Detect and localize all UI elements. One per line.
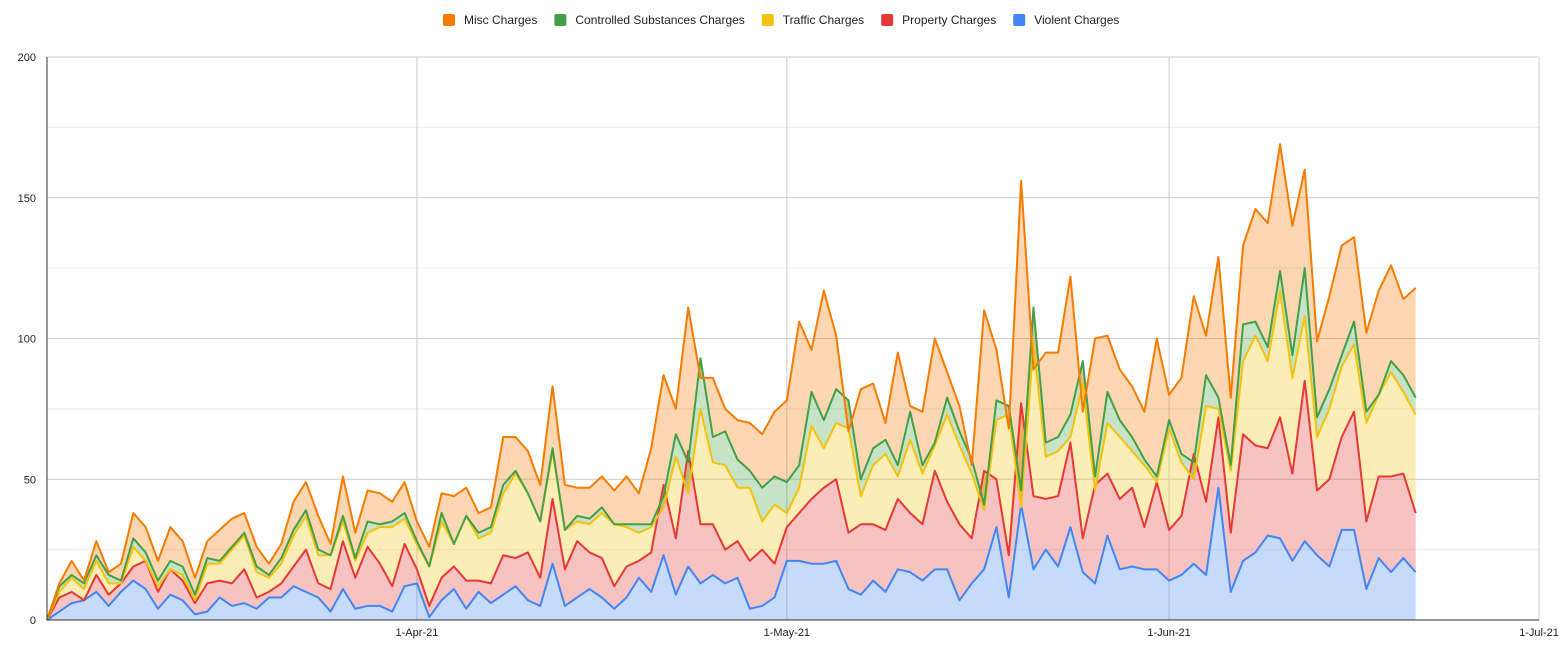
- violent-charges-line: [46, 486, 1417, 621]
- legend-label: Property Charges: [902, 13, 996, 27]
- y-tick-label: 50: [24, 474, 36, 486]
- axes: 1-Apr-21 1-May-21 1-Jun-21 1-Jul-21 0 50 100 15…: [18, 52, 1559, 639]
- y-tick-label: 150: [18, 193, 36, 205]
- property-charges-area: [47, 380, 1416, 620]
- traffic-charges-area: [47, 290, 1416, 620]
- legend-item[interactable]: Traffic Charges: [761, 13, 864, 27]
- legend-item[interactable]: Misc Charges: [443, 13, 537, 27]
- series-areas: [46, 143, 1417, 621]
- legend-swatch: [1013, 14, 1026, 26]
- x-tick-label: 1-Jun-21: [1147, 627, 1190, 639]
- legend-label: Violent Charges: [1034, 13, 1119, 27]
- traffic-charges-line: [46, 289, 1417, 621]
- legend-swatch: [554, 14, 567, 26]
- x-tick-label: 1-May-21: [764, 627, 810, 639]
- legend-label: Controlled Substances Charges: [575, 13, 744, 27]
- legend-item[interactable]: Violent Charges: [1013, 13, 1119, 27]
- legend-label: Traffic Charges: [783, 13, 864, 27]
- controlled-substances-charges-line: [46, 267, 1417, 621]
- x-tick-label: 1-Jul-21: [1519, 627, 1559, 639]
- legend-swatch: [761, 14, 774, 26]
- misc-charges-area: [47, 144, 1416, 620]
- misc-charges-line: [46, 143, 1417, 621]
- legend[interactable]: Misc Charges Controlled Substances Charge…: [443, 13, 1119, 27]
- property-charges-line: [46, 379, 1417, 621]
- legend-label: Misc Charges: [464, 13, 537, 27]
- gridlines: [47, 56, 1540, 621]
- legend-swatch: [881, 14, 894, 26]
- legend-item[interactable]: Controlled Substances Charges: [554, 13, 745, 27]
- x-tick-label: 1-Apr-21: [396, 627, 439, 639]
- legend-swatch: [443, 14, 455, 26]
- y-tick-label: 0: [30, 615, 36, 627]
- y-tick-label: 100: [18, 334, 36, 346]
- legend-item[interactable]: Property Charges: [881, 13, 996, 27]
- violent-charges-area: [47, 487, 1416, 620]
- y-tick-label: 200: [18, 52, 36, 64]
